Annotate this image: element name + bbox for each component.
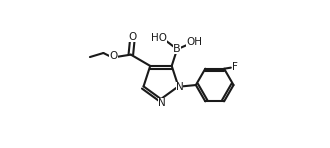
Text: N: N <box>158 98 165 108</box>
Text: OH: OH <box>186 37 202 47</box>
Text: O: O <box>128 32 136 42</box>
Text: F: F <box>232 62 238 72</box>
Text: B: B <box>173 44 181 54</box>
Text: O: O <box>110 51 118 61</box>
Text: N: N <box>176 82 183 92</box>
Text: HO: HO <box>151 33 167 44</box>
